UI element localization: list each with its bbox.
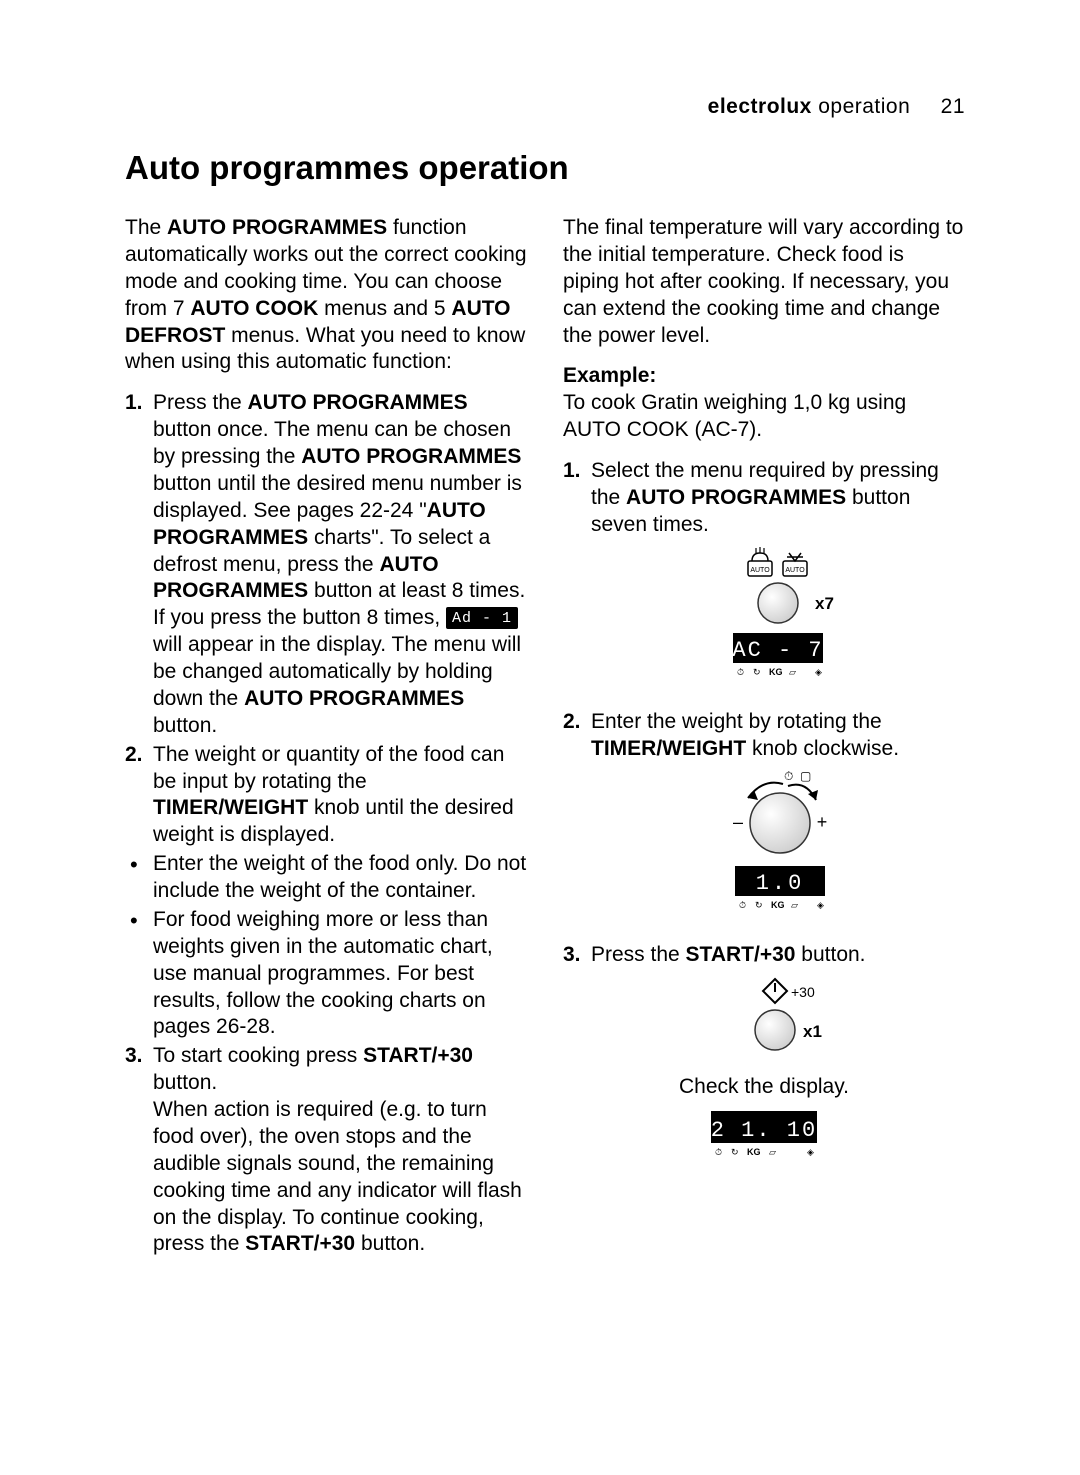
bullet-1: Enter the weight of the food only. Do no… — [125, 851, 527, 905]
left-steps: 1. Press the AUTO PROGRAMMES button once… — [125, 390, 527, 849]
svg-text:↻: ↻ — [755, 900, 763, 910]
svg-text:▱: ▱ — [769, 1147, 776, 1157]
svg-text:◈: ◈ — [817, 900, 824, 910]
left-step-1: 1. Press the AUTO PROGRAMMES button once… — [125, 390, 527, 739]
brand: electrolux — [708, 95, 812, 118]
svg-text:x7: x7 — [815, 594, 834, 613]
right-column: The final temperature will vary accordin… — [563, 215, 965, 1260]
page-header: electrolux operation 21 — [125, 95, 965, 119]
header-section: operation — [818, 95, 910, 118]
svg-text:⏱: ⏱ — [739, 900, 746, 910]
right-step-3: 3. Press the START/+30 button. +30 — [563, 942, 965, 1060]
example-block: Example: To cook Gratin weighing 1,0 kg … — [563, 363, 965, 444]
left-bullets: Enter the weight of the food only. Do no… — [125, 851, 527, 1041]
svg-text:+: + — [817, 812, 828, 832]
left-column: The AUTO PROGRAMMES function automatical… — [125, 215, 527, 1260]
diagram-auto-button: AUTO AUTO — [591, 545, 965, 695]
svg-text:2 1. 10: 2 1. 10 — [711, 1118, 817, 1143]
diagram-start-button: +30 x1 — [591, 975, 965, 1060]
diagram-final-lcd: 2 1. 10 ⏱ ↻ KG ▱ ◈ — [563, 1107, 965, 1167]
diagram-knob: ⏱ ▢ — [591, 768, 965, 928]
svg-text:↻: ↻ — [731, 1147, 739, 1157]
svg-text:KG: KG — [747, 1147, 761, 1157]
svg-text:KG: KG — [771, 900, 785, 910]
svg-text:AUTO: AUTO — [750, 567, 770, 574]
left-step-3: 3. To start cooking press START/+30 butt… — [125, 1043, 527, 1258]
svg-text:◈: ◈ — [815, 667, 822, 677]
svg-text:↻: ↻ — [753, 667, 761, 677]
svg-text:+30: +30 — [791, 984, 815, 1000]
svg-text:◈: ◈ — [807, 1147, 814, 1157]
svg-text:⏱: ⏱ — [784, 769, 793, 783]
svg-text:⏱: ⏱ — [715, 1147, 722, 1157]
right-top-para: The final temperature will vary accordin… — [563, 215, 965, 349]
svg-text:▢: ▢ — [800, 769, 811, 783]
right-steps: 1. Select the menu required by pressing … — [563, 458, 965, 1060]
bullet-2: For food weighing more or less than weig… — [125, 907, 527, 1041]
svg-text:▱: ▱ — [791, 900, 798, 910]
left-step-2: 2. The weight or quantity of the food ca… — [125, 742, 527, 850]
right-step-1: 1. Select the menu required by pressing … — [563, 458, 965, 695]
example-intro: To cook Gratin weighing 1,0 kg using AUT… — [563, 391, 906, 441]
page-title: Auto programmes operation — [125, 149, 965, 187]
page-number: 21 — [941, 95, 965, 118]
svg-text:1.0: 1.0 — [756, 871, 805, 896]
check-display-label: Check the display. — [563, 1074, 965, 1101]
left-step-3-list: 3. To start cooking press START/+30 butt… — [125, 1043, 527, 1258]
right-step-2: 2. Enter the weight by rotating the TIME… — [563, 709, 965, 929]
example-label: Example: — [563, 364, 656, 387]
intro-paragraph: The AUTO PROGRAMMES function automatical… — [125, 215, 527, 376]
svg-text:▱: ▱ — [789, 667, 796, 677]
svg-text:AC - 7: AC - 7 — [732, 638, 823, 663]
svg-text:–: – — [733, 812, 743, 832]
svg-text:KG: KG — [769, 667, 783, 677]
inline-lcd-ad1: Ad - 1 — [446, 607, 518, 629]
svg-text:⏱: ⏱ — [737, 667, 744, 677]
svg-text:x1: x1 — [803, 1022, 822, 1041]
content-columns: The AUTO PROGRAMMES function automatical… — [125, 215, 965, 1260]
svg-text:AUTO: AUTO — [785, 567, 805, 574]
